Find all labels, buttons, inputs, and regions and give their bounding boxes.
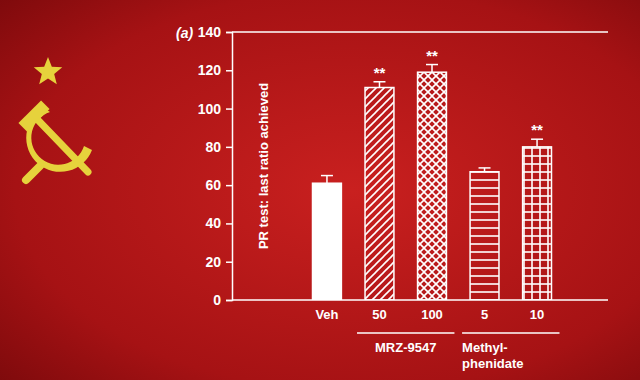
background (0, 0, 640, 380)
error-cap (373, 81, 385, 83)
y-tick: 140 (198, 24, 232, 40)
sickle-handle (26, 166, 40, 180)
y-tick-label: 140 (198, 24, 222, 40)
error-cap (426, 64, 438, 66)
y-tick-label: 20 (205, 254, 221, 270)
bar (313, 183, 342, 300)
x-tick: Veh (315, 307, 338, 322)
x-tick: 50 (372, 307, 386, 322)
plot-marks (313, 65, 552, 300)
y-axis-title: PR test: last ratio achieved (256, 83, 271, 249)
significance: ** (531, 121, 543, 138)
group-label: MRZ-9547 (375, 340, 436, 355)
y-tick-label: 80 (205, 139, 221, 155)
y-tick-mark (226, 185, 232, 187)
chart: 0 20 40 60 80 100 120 140 Veh 50 100 5 10 ** ** ** MRZ-9… (0, 0, 640, 380)
group-bracket (357, 332, 454, 334)
group-bracket (462, 332, 559, 334)
significance: ** (374, 64, 386, 81)
bar (470, 172, 499, 300)
y-tick: 120 (198, 62, 232, 78)
y-tick-label: 120 (198, 62, 222, 78)
error-bar (326, 176, 328, 184)
x-tick-label: 5 (481, 307, 488, 322)
x-axis: Veh 50 100 5 10 (315, 307, 544, 322)
group-label: Methyl-phenidate (462, 340, 523, 371)
bar (365, 88, 394, 300)
y-tick-label: 100 (198, 101, 222, 117)
error-cap (321, 175, 333, 177)
y-tick: 20 (205, 254, 232, 270)
hammer-head (18, 100, 49, 131)
y-tick-mark (226, 300, 232, 302)
y-tick-label: 0 (213, 292, 221, 308)
y-tick-mark (226, 32, 232, 34)
y-tick-mark (226, 70, 232, 72)
y-tick: 80 (205, 139, 232, 155)
y-tick-label: 60 (205, 177, 221, 193)
y-tick: 100 (198, 101, 232, 117)
x-tick-label: 50 (372, 307, 386, 322)
significance: ** (426, 47, 438, 64)
frame-top (232, 31, 608, 33)
y-tick: 0 (213, 292, 232, 308)
x-tick: 5 (481, 307, 488, 322)
star (34, 57, 63, 84)
y-tick-mark (226, 261, 232, 263)
error-cap (479, 167, 491, 169)
error-cap (531, 138, 543, 140)
y-tick: 40 (205, 215, 232, 231)
y-tick-label: 40 (205, 215, 221, 231)
y-tick-mark (226, 147, 232, 149)
x-tick-label: 100 (421, 307, 443, 322)
error-bar (431, 65, 433, 73)
x-tick-label: Veh (315, 307, 338, 322)
y-axis: 0 20 40 60 80 100 120 140 (198, 24, 233, 308)
x-tick: 10 (530, 307, 544, 322)
y-tick: 60 (205, 177, 232, 193)
emblem (18, 57, 92, 180)
y-axis-line (226, 33, 233, 301)
title: (a) (176, 25, 193, 41)
x-tick: 100 (421, 307, 443, 322)
bar (523, 147, 552, 300)
bar (418, 72, 447, 300)
error-bar (379, 82, 381, 88)
x-tick-label: 10 (530, 307, 544, 322)
y-tick-mark (226, 108, 232, 110)
hammer-handle (36, 118, 88, 172)
y-tick-mark (226, 223, 232, 225)
error-bar (536, 139, 538, 147)
